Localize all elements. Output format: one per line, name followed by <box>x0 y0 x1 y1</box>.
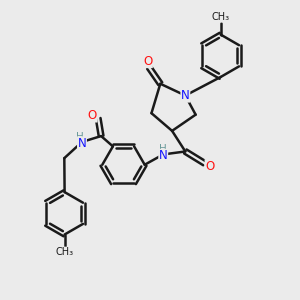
Text: O: O <box>143 55 152 68</box>
Text: O: O <box>88 109 97 122</box>
Text: N: N <box>78 137 86 150</box>
Text: CH₃: CH₃ <box>212 12 230 22</box>
Text: O: O <box>205 160 214 173</box>
Text: H: H <box>159 144 167 154</box>
Text: CH₃: CH₃ <box>56 247 74 257</box>
Text: H: H <box>76 132 83 142</box>
Text: N: N <box>181 89 190 102</box>
Text: N: N <box>159 149 168 162</box>
